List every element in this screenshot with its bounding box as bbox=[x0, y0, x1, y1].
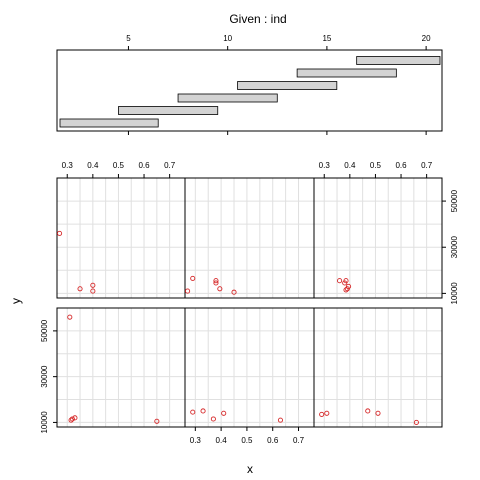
scatter-panel bbox=[314, 308, 442, 427]
x-tick-label: 0.3 bbox=[319, 161, 331, 170]
scatter-panels bbox=[56, 177, 443, 428]
data-point bbox=[337, 278, 343, 284]
panel-axes: 0.3 0.4 0.5 0.6 0.7 0.3 0.4 0.5 0.6 0.7 0.3 0.4 0.5 0… bbox=[40, 161, 459, 445]
scatter-panel bbox=[57, 308, 185, 427]
y-tick-label: 30000 bbox=[450, 236, 459, 259]
data-point bbox=[185, 288, 191, 294]
x-tick-label: 0.3 bbox=[62, 161, 74, 170]
panel-row-frame bbox=[56, 307, 443, 428]
data-point bbox=[375, 410, 381, 416]
y-tick-label: 10000 bbox=[450, 282, 459, 305]
data-point bbox=[213, 278, 219, 284]
data-point bbox=[343, 278, 349, 284]
data-point bbox=[90, 288, 96, 294]
given-tick-label: 10 bbox=[223, 34, 232, 43]
data-point bbox=[200, 408, 206, 414]
given-interval-bar bbox=[296, 68, 397, 78]
data-point bbox=[221, 410, 227, 416]
data-point bbox=[69, 416, 75, 422]
x-tick-label: 0.5 bbox=[113, 161, 125, 170]
x-tick-label: 0.5 bbox=[241, 436, 253, 445]
data-point bbox=[324, 410, 330, 416]
data-point bbox=[72, 415, 78, 421]
y-tick-label: 30000 bbox=[40, 365, 49, 388]
x-tick-label: 0.4 bbox=[344, 161, 356, 170]
y-tick-label: 10000 bbox=[40, 411, 49, 434]
x-tick-label: 0.6 bbox=[138, 161, 150, 170]
x-tick-label: 0.5 bbox=[370, 161, 382, 170]
data-point bbox=[413, 419, 419, 425]
given-interval-bar bbox=[118, 106, 219, 115]
data-point bbox=[57, 230, 63, 236]
x-tick-label: 0.4 bbox=[87, 161, 99, 170]
scatter-panel bbox=[185, 178, 314, 298]
y-tick-label: 50000 bbox=[450, 189, 459, 212]
data-point bbox=[90, 282, 96, 288]
data-point bbox=[231, 289, 237, 295]
data-point bbox=[319, 411, 325, 417]
x-tick-label: 0.6 bbox=[395, 161, 407, 170]
x-tick-label: 0.3 bbox=[190, 436, 202, 445]
data-point bbox=[77, 286, 83, 292]
data-point bbox=[343, 287, 349, 293]
data-point bbox=[67, 314, 73, 320]
chart-title: Given : ind bbox=[229, 12, 286, 26]
x-tick-label: 0.7 bbox=[421, 161, 433, 170]
scatter-panel bbox=[314, 178, 442, 298]
given-interval-bar bbox=[177, 93, 278, 103]
given-interval-bar bbox=[59, 118, 159, 128]
data-point bbox=[154, 418, 160, 424]
scatter-panel bbox=[185, 308, 314, 427]
given-interval-bar bbox=[356, 56, 441, 65]
x-tick-label: 0.7 bbox=[293, 436, 305, 445]
x-tick-label: 0.4 bbox=[216, 436, 228, 445]
x-tick-label: 0.7 bbox=[164, 161, 176, 170]
data-point bbox=[68, 417, 74, 423]
given-tick-label: 20 bbox=[422, 34, 431, 43]
data-point bbox=[190, 275, 196, 281]
given-interval-bar bbox=[237, 81, 338, 90]
data-point bbox=[277, 417, 284, 423]
x-axis-label: x bbox=[247, 462, 253, 476]
data-point bbox=[190, 409, 196, 415]
given-tick-label: 5 bbox=[126, 34, 131, 43]
given-panel: 5 10 15 20 bbox=[56, 34, 443, 135]
data-point bbox=[213, 280, 219, 286]
given-frame bbox=[56, 49, 443, 132]
given-tick-label: 15 bbox=[322, 34, 331, 43]
data-point bbox=[217, 286, 223, 292]
y-tick-label: 50000 bbox=[40, 319, 49, 342]
data-point bbox=[365, 408, 371, 414]
data-point bbox=[210, 416, 216, 422]
x-tick-label: 0.6 bbox=[267, 436, 279, 445]
panel-row-frame bbox=[56, 177, 443, 299]
scatter-panel bbox=[57, 178, 185, 298]
data-point bbox=[346, 283, 352, 290]
y-axis-label: y bbox=[9, 298, 23, 304]
